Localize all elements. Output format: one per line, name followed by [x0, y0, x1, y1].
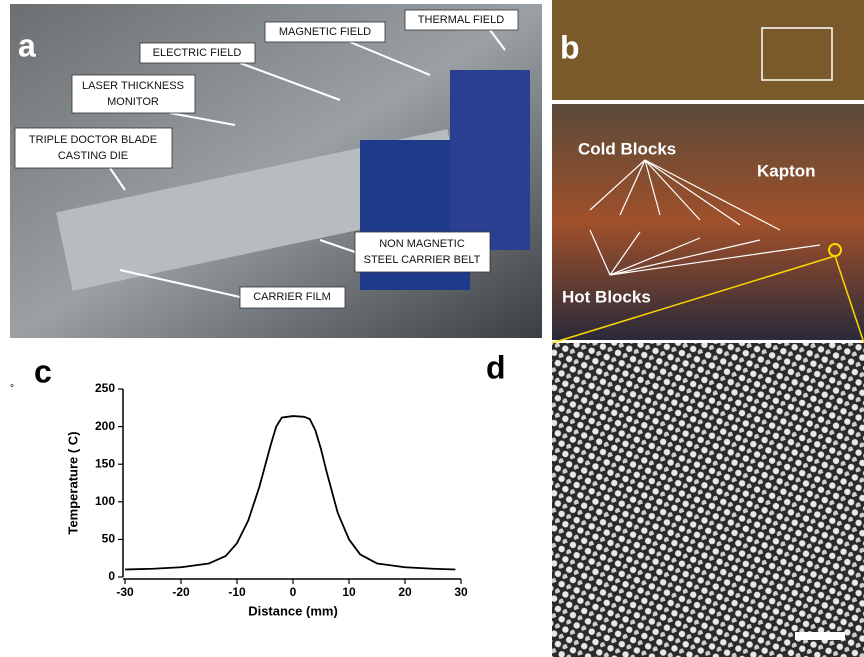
x-tick-label: 20: [398, 585, 412, 599]
x-tick-label: -10: [228, 585, 246, 599]
annotation: TRIPLE DOCTOR BLADE: [29, 134, 157, 146]
y-tick-label: 150: [95, 456, 115, 470]
y-tick-label: 0: [108, 569, 115, 583]
y-axis-label: Temperature ( C): [65, 431, 80, 534]
panel-letter: d: [486, 349, 506, 385]
scale-bar: [795, 632, 845, 640]
x-tick-label: 30: [454, 585, 468, 599]
y-tick-label: 50: [102, 532, 116, 546]
panel-letter: b: [560, 29, 580, 65]
x-tick-label: -30: [116, 585, 134, 599]
x-axis-label: Distance (mm): [248, 603, 338, 618]
panel-c: c ° Distance (mm) Temperature ( C) 0 50 10…: [10, 353, 468, 618]
annotation: NON MAGNETIC: [379, 238, 465, 250]
panel-b: b Cold Blocks Kapton Hot Blocks: [552, 0, 864, 343]
annotation: MONITOR: [107, 96, 159, 108]
annotation: THERMAL FIELD: [418, 14, 504, 26]
annotation: STEEL CARRIER BELT: [364, 254, 481, 266]
annotation: Hot Blocks: [562, 287, 651, 306]
annotation: LASER THICKNESS: [82, 80, 184, 92]
panel-a: a THERMAL FIELD MAGNETIC FIELD ELECTRIC …: [10, 4, 542, 338]
x-tick-label: -20: [172, 585, 190, 599]
x-tick-label: 10: [342, 585, 356, 599]
annotation: Cold Blocks: [578, 139, 676, 158]
y-tick-label: 200: [95, 419, 115, 433]
figure: a THERMAL FIELD MAGNETIC FIELD ELECTRIC …: [0, 0, 864, 657]
annotation: CASTING DIE: [58, 150, 128, 162]
stray-mark: °: [10, 384, 14, 395]
annotation: CARRIER FILM: [253, 291, 331, 303]
y-tick-label: 100: [95, 494, 115, 508]
annotation: MAGNETIC FIELD: [279, 26, 371, 38]
panel-letter: a: [18, 27, 36, 63]
panel-letter: c: [34, 353, 52, 389]
annotation: ELECTRIC FIELD: [153, 47, 242, 59]
temperature-line: [125, 416, 455, 569]
y-tick-label: 250: [95, 381, 115, 395]
annotation: Kapton: [757, 161, 816, 180]
blue-housing: [450, 70, 530, 250]
panel-d: d: [486, 343, 864, 657]
photo-b-top: [552, 0, 864, 100]
x-tick-label: 0: [290, 585, 297, 599]
micrograph: [552, 343, 864, 657]
